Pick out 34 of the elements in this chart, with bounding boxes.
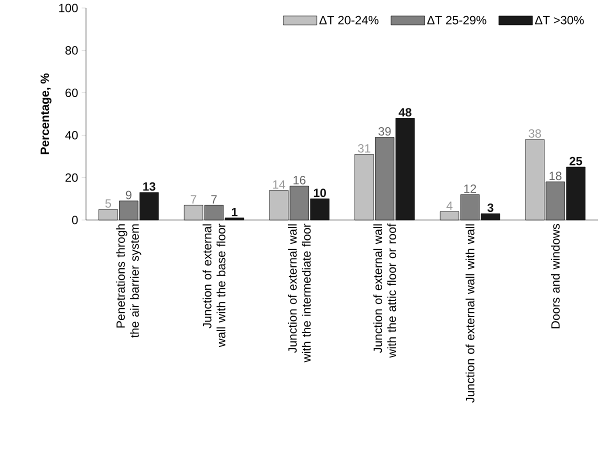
x-tick-label: Doors and windows [550, 224, 560, 328]
data-label: 31 [358, 144, 370, 153]
data-label: 25 [570, 156, 582, 166]
data-label: 7 [190, 195, 196, 204]
y-tick-label: 0 [72, 216, 78, 224]
data-label: 3 [487, 203, 494, 212]
data-label: 39 [378, 127, 391, 136]
data-label: 18 [550, 172, 562, 180]
data-label: 12 [464, 184, 476, 193]
y-tick-label: 40 [65, 130, 78, 140]
data-label: 1 [232, 208, 238, 216]
data-label: 10 [314, 188, 326, 198]
data-label: 4 [446, 202, 452, 210]
legend-label: ΔT 25-29% [427, 16, 486, 24]
x-tick-label: Junction of external wall with wall [466, 224, 474, 403]
legend-label: ΔT >30% [535, 16, 584, 24]
data-label: 13 [143, 182, 156, 191]
x-tick-label: Junction of external wall with the intermediate floor [288, 224, 311, 362]
data-label: 14 [273, 180, 286, 189]
y-tick-label: 20 [66, 173, 78, 182]
data-label: 16 [294, 176, 306, 184]
x-tick-label: Junction of external wall with the attic floor or roof [373, 224, 396, 358]
y-axis-title: Percentage, % [40, 73, 52, 154]
data-label: 5 [105, 199, 112, 208]
data-label: 48 [398, 108, 412, 117]
y-tick-label: 100 [59, 4, 78, 12]
x-tick-label: Junction of external wall with the base floor [202, 224, 226, 348]
data-label: 9 [126, 190, 132, 200]
data-label: 7 [211, 195, 217, 204]
y-tick-label: 60 [66, 88, 78, 98]
legend-label: ΔT 20-24% [319, 16, 378, 24]
data-label: 38 [528, 129, 541, 138]
x-tick-label: Penetrations throgh the air barrier system [116, 224, 142, 338]
y-tick-label: 80 [65, 46, 78, 55]
